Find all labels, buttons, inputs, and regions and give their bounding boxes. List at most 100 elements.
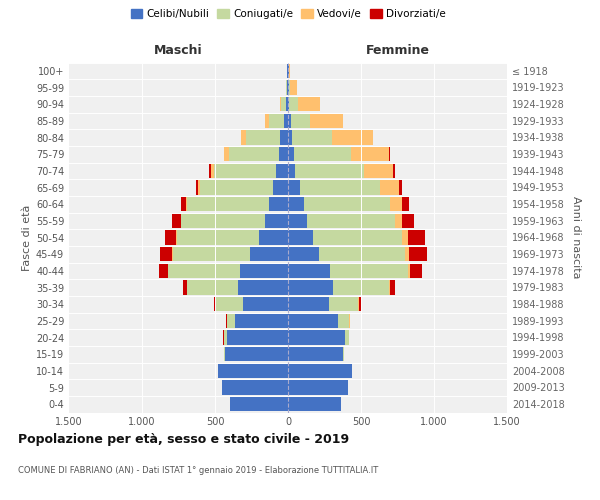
Bar [408,230,425,244]
Text: Femmine: Femmine [365,44,430,58]
Bar [395,214,402,228]
Bar [200,180,274,194]
Bar [295,164,364,178]
Bar [291,114,310,128]
Bar [408,264,410,278]
Text: COMUNE DI FABRIANO (AN) - Dati ISTAT 1° gennaio 2019 - Elaborazione TUTTITALIA.I: COMUNE DI FABRIANO (AN) - Dati ISTAT 1° … [18,466,378,475]
Bar [238,280,288,294]
Bar [159,264,167,278]
Bar [241,130,247,144]
Bar [247,130,280,144]
Bar [196,180,198,194]
Bar [288,80,289,94]
Bar [223,380,288,394]
Bar [288,280,333,294]
Bar [310,114,343,128]
Bar [281,97,286,112]
Bar [333,280,389,294]
Bar [173,247,250,261]
Bar [288,314,338,328]
Bar [181,214,265,228]
Bar [405,247,409,261]
Bar [278,147,288,161]
Bar [250,247,288,261]
Bar [345,330,349,344]
Bar [288,347,343,361]
Bar [240,264,288,278]
Bar [243,297,288,311]
Bar [224,330,227,344]
Bar [389,147,390,161]
Bar [409,247,427,261]
Bar [229,147,278,161]
Bar [292,130,332,144]
Bar [358,297,359,311]
Bar [288,247,319,261]
Bar [277,164,288,178]
Bar [359,297,361,311]
Text: Maschi: Maschi [154,44,203,58]
Bar [313,230,402,244]
Bar [288,230,313,244]
Bar [329,297,358,311]
Bar [259,230,288,244]
Bar [390,280,395,294]
Bar [298,97,320,112]
Bar [265,214,288,228]
Bar [280,130,288,144]
Bar [402,197,409,211]
Bar [284,114,288,128]
Bar [288,114,291,128]
Bar [290,80,297,94]
Bar [186,197,187,211]
Bar [288,97,289,112]
Bar [286,97,288,112]
Bar [218,364,288,378]
Bar [164,230,176,244]
Text: Popolazione per età, sesso e stato civile - 2019: Popolazione per età, sesso e stato civil… [18,432,349,446]
Bar [176,230,177,244]
Bar [402,214,413,228]
Bar [351,147,389,161]
Bar [235,314,288,328]
Bar [226,314,227,328]
Bar [288,197,304,211]
Bar [288,297,329,311]
Bar [288,380,348,394]
Bar [288,130,292,144]
Legend: Celibi/Nubili, Coniugati/e, Vedovi/e, Divorziati/e: Celibi/Nubili, Coniugati/e, Vedovi/e, Di… [127,5,449,24]
Bar [364,164,393,178]
Bar [294,147,351,161]
Bar [304,197,390,211]
Bar [225,347,288,361]
Bar [280,97,281,112]
Bar [287,80,288,94]
Bar [402,230,408,244]
Bar [211,164,214,178]
Bar [288,330,345,344]
Bar [187,197,269,211]
Y-axis label: Fasce di età: Fasce di età [22,204,32,270]
Bar [167,264,168,278]
Bar [181,197,186,211]
Bar [289,80,290,94]
Bar [287,64,288,78]
Bar [389,280,390,294]
Bar [172,247,173,261]
Bar [217,297,243,311]
Bar [198,180,200,194]
Bar [343,347,344,361]
Bar [288,264,331,278]
Bar [265,114,269,128]
Bar [288,397,341,411]
Bar [289,64,290,78]
Bar [286,80,287,94]
Y-axis label: Anni di nascita: Anni di nascita [571,196,581,278]
Bar [177,230,259,244]
Bar [307,214,395,228]
Bar [214,297,217,311]
Bar [288,364,352,378]
Bar [380,180,399,194]
Bar [319,247,405,261]
Bar [288,147,294,161]
